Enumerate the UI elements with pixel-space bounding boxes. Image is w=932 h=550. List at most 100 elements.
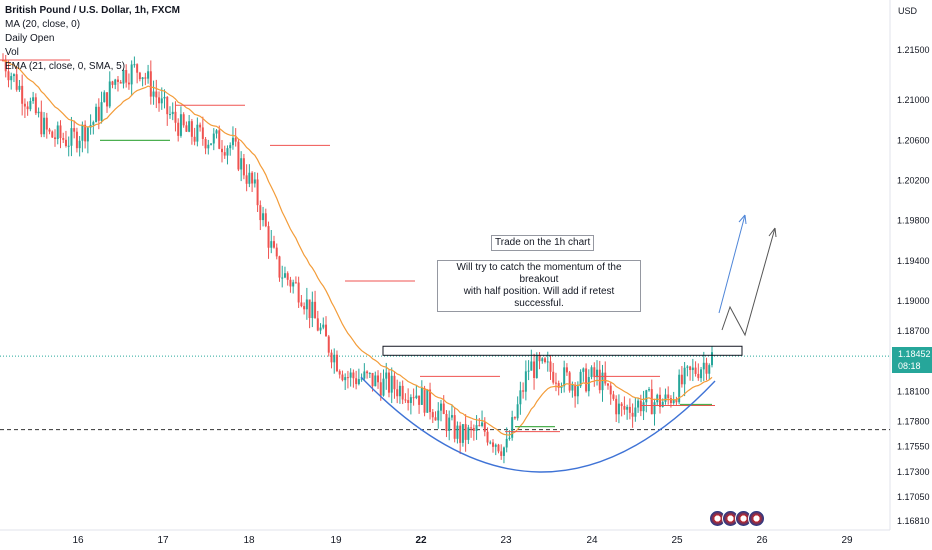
candle-body — [190, 121, 193, 137]
axis-lines — [0, 0, 891, 531]
candle-body — [26, 106, 29, 110]
candle-body — [229, 145, 232, 149]
arrow-head-icon — [768, 227, 777, 238]
candle-body — [461, 424, 464, 443]
price-tick-label: 1.17800 — [897, 417, 930, 427]
candle-body — [29, 101, 32, 110]
candle-body — [524, 371, 527, 392]
candle-body — [62, 138, 65, 140]
time-tick-label: 18 — [243, 535, 255, 546]
drawings — [360, 214, 777, 473]
candle-body — [565, 367, 568, 373]
time-tick-label: 22 — [415, 535, 427, 546]
candle-body — [23, 103, 26, 107]
candle-body — [163, 96, 166, 99]
candle-body — [45, 117, 48, 130]
candle-body — [415, 395, 418, 399]
candle-body — [527, 370, 530, 372]
candle-body — [478, 425, 481, 427]
candle-body — [407, 400, 410, 403]
candle-body — [119, 81, 122, 84]
candle-body — [593, 367, 596, 378]
flag-icon[interactable] — [748, 510, 765, 527]
candle-body — [680, 374, 683, 385]
candle-body — [220, 148, 223, 153]
candle-body — [188, 121, 191, 132]
price-tick-label: 1.19000 — [897, 296, 930, 306]
candle-body — [505, 438, 508, 448]
candle-body — [141, 77, 144, 80]
candle-body — [554, 382, 557, 384]
candle-body — [138, 72, 141, 80]
candle-body — [281, 277, 284, 279]
candle-body — [382, 378, 385, 396]
candle-body — [338, 371, 341, 375]
strategy-note-line2: with half position. Will add if retest s… — [463, 286, 615, 309]
candles — [2, 53, 713, 464]
candle-body — [73, 128, 76, 132]
candle-body — [201, 127, 204, 139]
candle-body — [604, 372, 607, 384]
candle-body — [305, 299, 308, 310]
candle-body — [10, 76, 13, 81]
candle-body — [678, 374, 681, 403]
candle-body — [429, 389, 432, 413]
candle-body — [136, 64, 139, 73]
candle-body — [275, 247, 278, 257]
time-tick-label: 25 — [671, 535, 683, 546]
candle-body — [226, 148, 229, 156]
candle-body — [396, 389, 399, 397]
candle-body — [628, 406, 631, 413]
candle-body — [237, 141, 240, 170]
candle-body — [231, 137, 234, 146]
candle-body — [541, 358, 544, 362]
arrow-head-icon — [738, 214, 747, 225]
cup-arc — [360, 376, 716, 473]
candle-body — [445, 413, 448, 431]
candle-body — [344, 377, 347, 381]
candle-body — [472, 428, 475, 431]
candle-body — [303, 306, 306, 310]
candle-body — [40, 111, 43, 135]
candle-body — [596, 369, 599, 378]
candle-body — [459, 425, 462, 443]
candle-body — [385, 372, 388, 379]
candle-body — [21, 85, 24, 104]
candle-body — [489, 442, 492, 444]
candle-body — [7, 71, 10, 81]
candle-body — [390, 375, 393, 393]
candle-body — [398, 385, 401, 397]
candle-body — [609, 385, 612, 395]
trade-note[interactable]: Trade on the 1h chart — [491, 235, 595, 251]
candle-body — [576, 386, 579, 397]
price-tick-label: 1.16810 — [897, 516, 930, 526]
candle-body — [368, 372, 371, 374]
candle-body — [319, 327, 322, 331]
candle-body — [212, 133, 215, 144]
strategy-note[interactable]: Will try to catch the momentum of the br… — [437, 260, 641, 312]
candle-body — [43, 117, 46, 135]
candle-body — [585, 368, 588, 392]
candle-body — [642, 402, 645, 412]
economic-events[interactable] — [709, 510, 765, 528]
candle-body — [56, 125, 59, 140]
candle-body — [64, 139, 67, 147]
candle-body — [108, 81, 111, 107]
candle-body — [568, 372, 571, 391]
candle-body — [700, 369, 703, 379]
candle-body — [371, 372, 374, 387]
candle-body — [686, 366, 689, 368]
candle-body — [669, 398, 672, 404]
candle-body — [32, 97, 35, 102]
countdown-timer: 08:18 — [898, 361, 921, 371]
candle-body — [240, 158, 243, 170]
candle-body — [341, 374, 344, 381]
candle-body — [522, 390, 525, 392]
candle-body — [292, 282, 295, 287]
candle-body — [262, 213, 265, 221]
candle-body — [349, 372, 352, 378]
candle-body — [253, 179, 256, 184]
candle-body — [492, 442, 495, 447]
candle-body — [470, 427, 473, 429]
